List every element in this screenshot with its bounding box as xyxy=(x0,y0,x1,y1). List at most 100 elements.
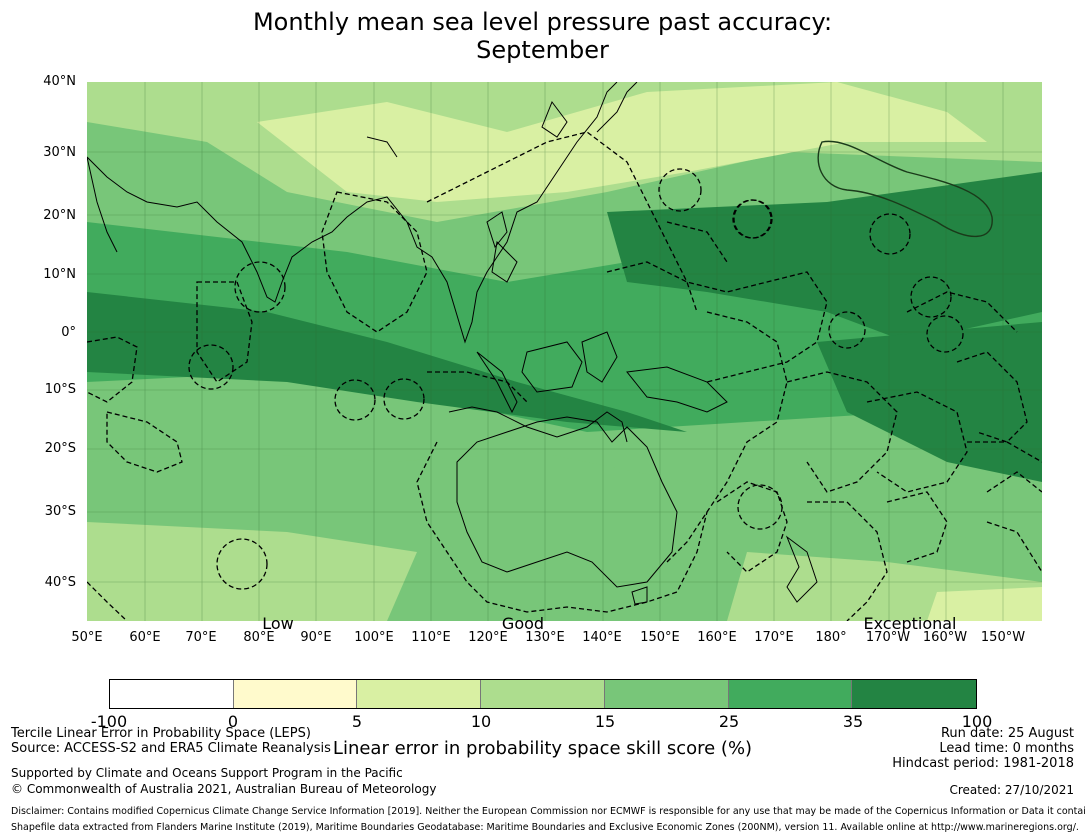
category-good: Good xyxy=(501,614,545,633)
eez-boundary xyxy=(216,538,268,590)
lon-label: 120°E xyxy=(468,630,508,645)
eez-boundary xyxy=(910,276,952,318)
lon-label: 160°W xyxy=(922,630,968,645)
lon-label: 110°E xyxy=(411,630,451,645)
shapefile-text: Shapefile data extracted from Flanders M… xyxy=(11,822,1079,833)
eez-boundary xyxy=(906,291,1018,333)
colorbar-segment xyxy=(852,680,977,708)
eez-boundary xyxy=(716,481,788,573)
source-text: Source: ACCESS-S2 and ERA5 Climate Reana… xyxy=(11,741,331,756)
lon-label: 150°E xyxy=(640,630,680,645)
lat-label: 10°S xyxy=(44,382,76,397)
eez-boundary xyxy=(106,411,183,473)
korea-coastline xyxy=(541,100,568,138)
new-zealand-coastline xyxy=(785,535,818,603)
new-guinea-coastline xyxy=(626,366,728,413)
skill-map xyxy=(87,82,1042,621)
eez-boundary xyxy=(886,491,948,563)
tasmania-coastline xyxy=(631,586,648,605)
south-asia-coastline xyxy=(366,136,398,158)
colorbar-segment xyxy=(481,680,605,708)
eez-boundary xyxy=(426,131,698,313)
lat-label: 30°N xyxy=(43,145,76,160)
copyright-text: © Commonwealth of Australia 2021, Austra… xyxy=(11,782,437,796)
run-date: Run date: 25 August xyxy=(940,726,1074,741)
asia-coastline xyxy=(87,82,618,344)
lon-label: 100°E xyxy=(354,630,394,645)
indochina-coastline xyxy=(491,240,518,283)
supported-text: Supported by Climate and Oceans Support … xyxy=(11,766,403,780)
map-svg xyxy=(87,82,1042,621)
eez-boundary xyxy=(334,379,376,421)
colorbar-tick: 10 xyxy=(470,712,492,731)
sunda-islands xyxy=(448,406,628,443)
skill-zone xyxy=(87,292,687,432)
lon-label: 80°E xyxy=(243,630,275,645)
eez-boundary xyxy=(87,336,138,403)
lon-label: 50°E xyxy=(71,630,103,645)
eez-boundary xyxy=(427,371,528,403)
eez-boundary xyxy=(986,521,1042,573)
colorbar-tick: 100 xyxy=(961,712,993,731)
category-low: Low xyxy=(262,614,294,633)
eez-boundary xyxy=(658,168,702,212)
eez-boundary xyxy=(666,221,728,263)
lead-time: Lead time: 0 months xyxy=(939,741,1074,756)
colorbar-tick: -100 xyxy=(90,712,128,731)
eez-boundary xyxy=(383,378,425,420)
colorbar-segment xyxy=(110,680,234,708)
lat-label: 0° xyxy=(61,325,76,340)
title-line-1: Monthly mean sea level pressure past acc… xyxy=(252,8,833,36)
eez-boundary xyxy=(416,441,708,613)
borneo-coastline xyxy=(521,341,583,393)
colorbar-label: Linear error in probability space skill … xyxy=(332,738,753,759)
eez-boundaries xyxy=(87,131,1042,621)
arabia-coastline xyxy=(87,156,118,253)
colorbar-segment xyxy=(357,680,482,708)
lon-label: 170°E xyxy=(754,630,794,645)
colorbar xyxy=(109,679,977,709)
eez-boundary xyxy=(606,261,828,383)
lat-label: 40°N xyxy=(43,74,76,89)
japan-coastline xyxy=(596,82,638,133)
colorbar-tick: 0 xyxy=(227,712,239,731)
eez-boundary xyxy=(732,199,772,239)
lon-label: 130°E xyxy=(525,630,565,645)
lon-label: 90°E xyxy=(300,630,332,645)
eez-boundary xyxy=(956,351,1028,443)
colorbar-segment xyxy=(728,680,853,708)
australia-coastline xyxy=(456,416,678,588)
skill-zone xyxy=(87,522,417,621)
coastlines xyxy=(87,82,818,605)
graticule xyxy=(87,82,1042,621)
colorbar-tick: 35 xyxy=(842,712,864,731)
eez-boundary xyxy=(869,213,911,255)
title-line-2: September xyxy=(476,36,609,64)
eez-boundary xyxy=(786,371,898,493)
lon-label: 140°E xyxy=(582,630,622,645)
sulawesi-coastline xyxy=(581,331,618,383)
lat-label: 10°N xyxy=(43,267,76,282)
lon-label: 170°W xyxy=(865,630,911,645)
colorbar-tick: 5 xyxy=(351,712,363,731)
eez-boundary xyxy=(196,281,253,383)
eez-boundary xyxy=(828,311,866,349)
lat-label: 20°N xyxy=(43,208,76,223)
lat-label: 20°S xyxy=(44,441,76,456)
colorbar-tick: 15 xyxy=(594,712,616,731)
eez-boundary xyxy=(666,311,788,563)
skill-zone xyxy=(927,587,1042,621)
hawaii-eez-boundary xyxy=(817,140,993,238)
hindcast-period: Hindcast period: 1981-2018 xyxy=(892,756,1074,771)
lon-label: 60°E xyxy=(129,630,161,645)
lat-label: 30°S xyxy=(44,504,76,519)
eez-boundary xyxy=(188,344,234,390)
created-date: Created: 27/10/2021 xyxy=(949,783,1074,797)
disclaimer-text: Disclaimer: Contains modified Copernicus… xyxy=(11,806,1085,817)
eez-boundary xyxy=(807,501,888,621)
eez-boundary xyxy=(967,441,1042,463)
lon-label: 150°W xyxy=(980,630,1026,645)
lon-label: 180° xyxy=(815,630,847,645)
skill-zone xyxy=(607,172,1042,342)
eez-boundary xyxy=(234,261,286,313)
